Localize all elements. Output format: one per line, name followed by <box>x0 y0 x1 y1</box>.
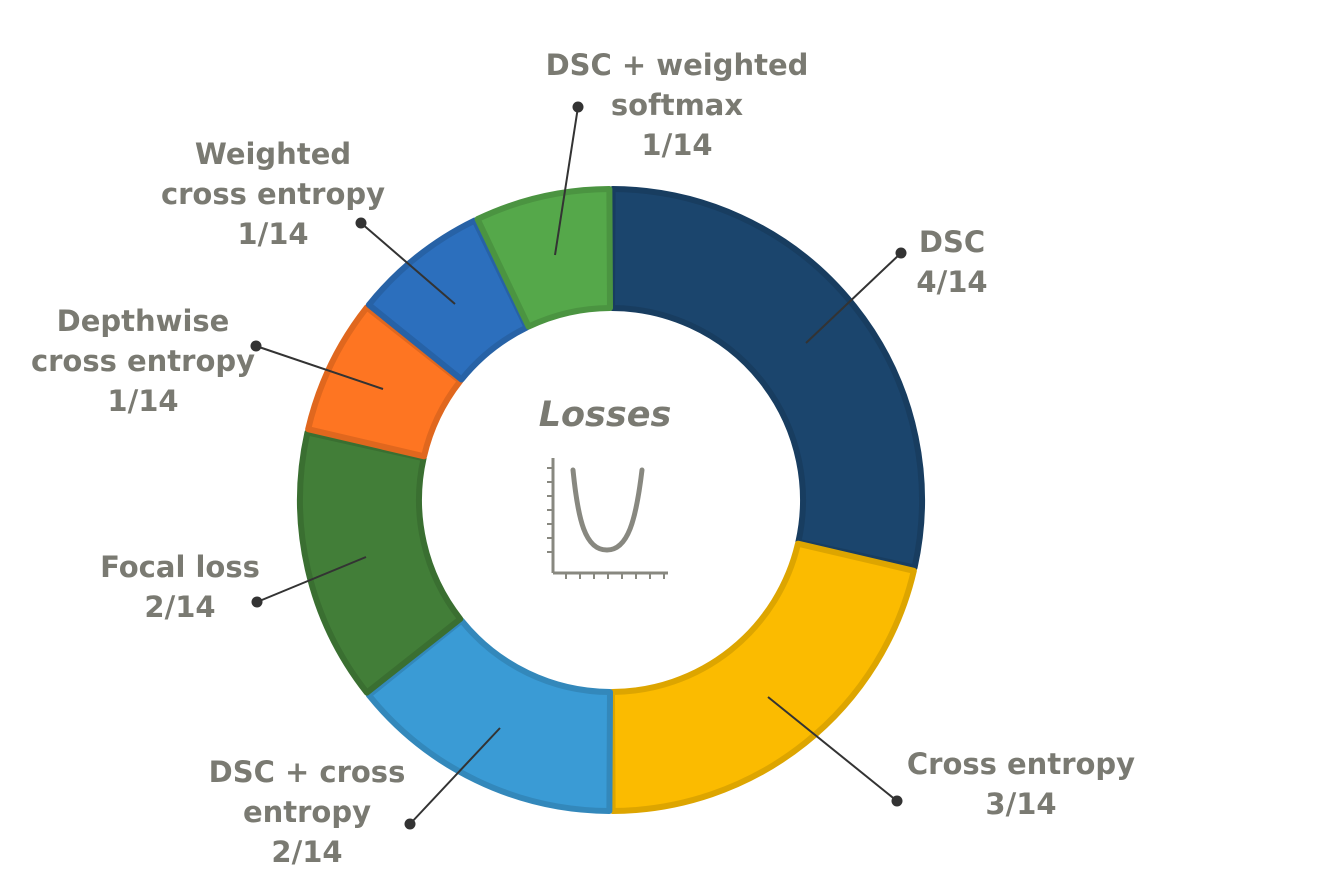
slice-cross-entropy <box>609 540 917 814</box>
slice-label: Depthwise cross entropy 1/14 <box>0 301 313 421</box>
slice-label: Cross entropy 3/14 <box>851 744 1191 824</box>
leader-line <box>256 556 367 603</box>
slice-label: Weighted cross entropy 1/14 <box>103 134 443 254</box>
leader-dot <box>895 247 907 259</box>
leader-line <box>554 106 579 256</box>
leader-line <box>767 696 898 802</box>
slice-label-line: 4/14 <box>916 265 988 299</box>
leader-dot <box>251 596 263 608</box>
slice-dsc <box>609 186 925 571</box>
leader-dot <box>891 795 903 807</box>
slice-label-line: 1/14 <box>237 217 309 251</box>
slice-label-line: 1/14 <box>641 128 713 162</box>
slice-label-line: Focal loss <box>100 550 260 584</box>
slice-label-line: 2/14 <box>144 590 216 624</box>
slice-dsc-cross-entropy <box>365 617 613 814</box>
slice-label-line: cross entropy <box>160 177 386 211</box>
leader-dot <box>404 818 416 830</box>
u-shaped-loss-curve-icon <box>547 458 668 579</box>
slice-label-line: DSC + weighted <box>545 48 809 82</box>
donut-slices <box>297 186 925 814</box>
slice-label-line: cross entropy <box>30 344 256 378</box>
slice-focal-loss <box>297 429 464 696</box>
slice-dsc-weighted-softmax <box>474 186 613 330</box>
leader-dot <box>250 340 262 352</box>
center-title: Losses <box>538 395 672 435</box>
slice-weighted-cross-entropy <box>365 217 530 383</box>
slice-label-line: Cross entropy <box>906 747 1136 781</box>
slice-label-line: 2/14 <box>271 835 343 869</box>
leader-dot <box>355 217 367 229</box>
slice-label-line: 3/14 <box>985 787 1057 821</box>
leader-lines <box>250 101 907 830</box>
slice-label: Focal loss 2/14 <box>10 547 350 627</box>
slice-label-line: entropy <box>242 795 372 829</box>
leader-line <box>409 727 501 825</box>
slice-label-line: DSC <box>918 225 986 259</box>
slice-label: DSC + cross entropy 2/14 <box>137 752 477 872</box>
slice-label-line: Weighted <box>194 137 352 171</box>
slice-label: DSC 4/14 <box>782 222 1122 302</box>
leader-dot <box>572 101 584 113</box>
leader-line <box>255 345 384 390</box>
slice-label-line: softmax <box>610 88 744 122</box>
slice-depthwise-cross-entropy <box>305 304 464 460</box>
slice-label: DSC + weighted softmax 1/14 <box>507 45 847 165</box>
leader-line <box>360 222 456 305</box>
slice-label-line: Depthwise <box>56 304 230 338</box>
leader-line <box>805 252 902 344</box>
slice-label-line: DSC + cross <box>208 755 406 789</box>
slice-label-line: 1/14 <box>107 384 179 418</box>
